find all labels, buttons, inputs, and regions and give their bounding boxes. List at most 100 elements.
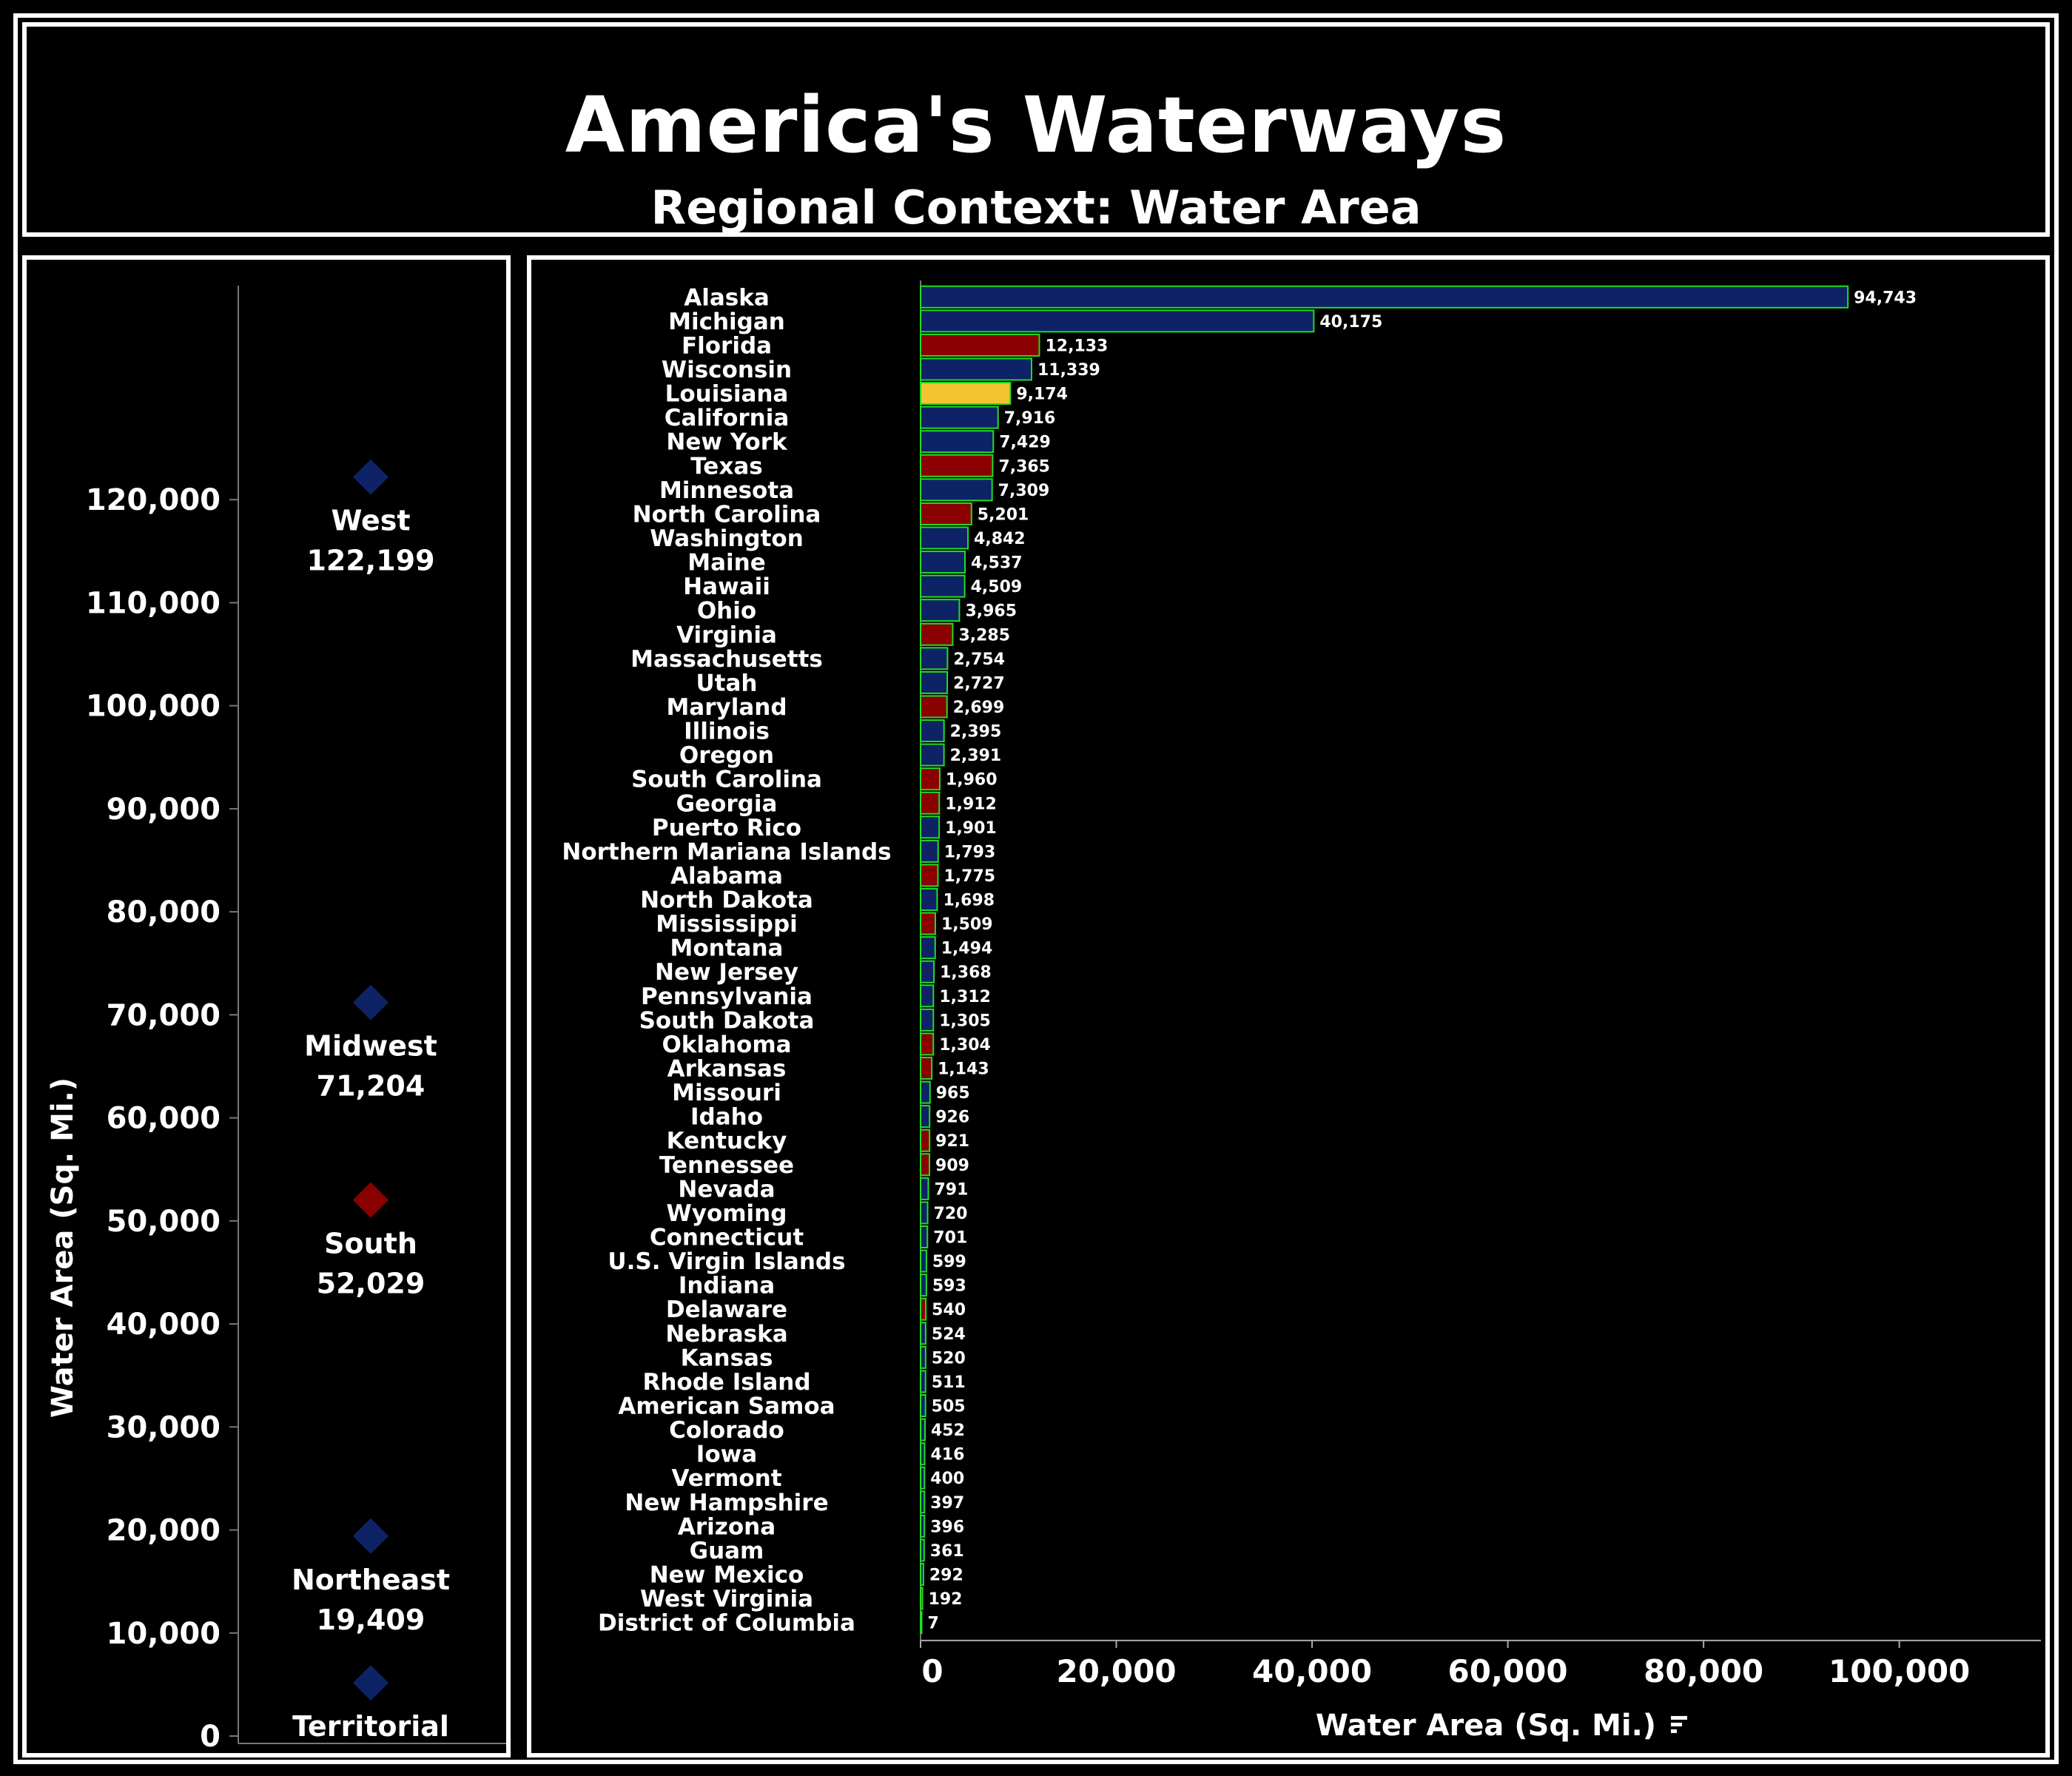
bar-oklahoma xyxy=(920,1032,935,1056)
bar-value-label: 4,537 xyxy=(971,554,1023,573)
region-name-label: South xyxy=(324,1228,417,1260)
x-tick-label: 100,000 xyxy=(1829,1653,1970,1689)
bar-value-label: 3,965 xyxy=(965,602,1017,621)
bar-maine xyxy=(920,551,966,574)
state-label: New Hampshire xyxy=(625,1490,828,1516)
state-label: Massachusetts xyxy=(630,646,823,673)
bar-value-label: 1,143 xyxy=(938,1060,989,1079)
state-label: Washington xyxy=(650,525,804,552)
state-label: Colorado xyxy=(669,1417,784,1444)
bar-value-label: 7,429 xyxy=(999,434,1051,452)
state-label: Louisiana xyxy=(665,381,789,408)
bar-value-label: 3,285 xyxy=(958,626,1010,645)
x-tick-label: 60,000 xyxy=(1448,1653,1568,1689)
bar-value-label: 7,916 xyxy=(1004,409,1056,428)
region-point-west xyxy=(353,459,388,495)
bar-value-label: 11,339 xyxy=(1037,361,1100,380)
state-label: Vermont xyxy=(671,1465,781,1492)
bar-district-of-columbia xyxy=(920,1611,923,1635)
state-label: North Dakota xyxy=(640,887,813,914)
state-bar-panel: Alaska 94,743 Michigan 40,175 Florida 12,133 W… xyxy=(527,255,2050,1758)
bar-louisiana xyxy=(920,382,1012,406)
state-label: Wisconsin xyxy=(662,357,792,383)
bar-texas xyxy=(920,454,994,477)
state-label: Mississippi xyxy=(656,911,798,938)
state-label: North Carolina xyxy=(633,501,821,528)
state-label: Michigan xyxy=(668,309,785,335)
y-tick-label: 40,000 xyxy=(107,1308,221,1342)
bar-value-label: 1,368 xyxy=(940,963,992,982)
regional-summary-panel: 0 10,000 20,000 30,000 40,000 50,000 60,000 70,… xyxy=(22,255,511,1758)
bar-new-hampshire xyxy=(920,1490,926,1514)
bar-west-virginia xyxy=(920,1587,924,1610)
bar-value-label: 1,901 xyxy=(945,819,997,838)
bar-value-label: 1,312 xyxy=(939,988,991,1006)
y-axis-label: Water Area (Sq. Mi.) xyxy=(46,1077,80,1418)
bar-nevada xyxy=(920,1177,929,1200)
sort-icon-bar-mid xyxy=(1671,1722,1682,1726)
bar-rhode-island xyxy=(920,1370,926,1393)
state-label: California xyxy=(665,405,790,431)
state-label: Alabama xyxy=(670,863,783,889)
region-value-label: 122,199 xyxy=(306,545,434,577)
bar-value-label: 7 xyxy=(928,1615,939,1633)
region-point-midwest xyxy=(353,984,388,1020)
state-label: Puerto Rico xyxy=(652,815,801,841)
state-label: Utah xyxy=(696,670,758,696)
region-value-label: 19,409 xyxy=(317,1604,426,1636)
bar-wyoming xyxy=(920,1201,929,1225)
bar-value-label: 40,175 xyxy=(1319,313,1382,332)
y-tick-label: 10,000 xyxy=(107,1617,221,1651)
bar-value-label: 511 xyxy=(932,1373,966,1392)
state-label: District of Columbia xyxy=(598,1610,855,1637)
region-scatter-chart: 0 10,000 20,000 30,000 40,000 50,000 60,000 70,… xyxy=(46,286,506,1753)
state-label: Iowa xyxy=(696,1442,757,1468)
bar-alaska xyxy=(920,285,1849,309)
state-label: Florida xyxy=(682,332,772,359)
bar-value-label: 720 xyxy=(934,1205,968,1223)
state-label: Maryland xyxy=(666,694,787,721)
bar-massachusetts xyxy=(920,647,949,670)
bar-value-label: 520 xyxy=(932,1349,966,1368)
state-label: Pennsylvania xyxy=(641,983,813,1010)
bar-value-label: 2,754 xyxy=(953,650,1005,669)
bar-south-carolina xyxy=(920,767,941,791)
bar-u-s-virgin-islands xyxy=(920,1249,927,1273)
bar-value-label: 1,775 xyxy=(944,867,995,886)
y-tick-label: 0 xyxy=(200,1720,221,1753)
bar-value-label: 292 xyxy=(929,1566,963,1584)
page-title: America's Waterways xyxy=(565,80,1507,170)
state-label: Arkansas xyxy=(667,1056,787,1083)
bar-value-label: 1,912 xyxy=(945,795,997,813)
y-tick-label: 100,000 xyxy=(86,690,221,724)
state-label: Guam xyxy=(690,1538,764,1564)
bar-value-label: 452 xyxy=(931,1422,965,1440)
bar-value-label: 540 xyxy=(932,1301,966,1319)
bar-value-label: 7,365 xyxy=(998,457,1050,476)
y-tick-label: 80,000 xyxy=(107,895,221,929)
state-label: American Samoa xyxy=(618,1393,835,1420)
bar-value-label: 361 xyxy=(930,1542,964,1561)
region-name-label: West xyxy=(331,505,410,537)
bar-puerto-rico xyxy=(920,815,941,839)
bar-georgia xyxy=(920,791,941,815)
bar-value-label: 4,842 xyxy=(974,530,1026,548)
bar-value-label: 192 xyxy=(929,1590,963,1609)
bar-value-label: 1,509 xyxy=(941,915,993,934)
region-name-label: Northeast xyxy=(292,1564,450,1596)
y-tick-label: 60,000 xyxy=(107,1102,221,1136)
bar-value-label: 4,509 xyxy=(971,578,1023,596)
x-tick-label: 0 xyxy=(921,1653,943,1689)
state-label: Ohio xyxy=(697,598,756,625)
bar-north-dakota xyxy=(920,888,938,912)
bar-nebraska xyxy=(920,1322,926,1345)
sort-icon-bar-short xyxy=(1671,1729,1677,1733)
x-tick-label: 40,000 xyxy=(1252,1653,1372,1689)
bar-missouri xyxy=(920,1080,931,1104)
region-value-label: 52,029 xyxy=(317,1268,426,1300)
state-label: Arizona xyxy=(678,1513,776,1540)
bar-kentucky xyxy=(920,1128,931,1152)
bar-value-label: 397 xyxy=(930,1494,964,1513)
bar-hawaii xyxy=(920,574,966,598)
state-label: Northern Mariana Islands xyxy=(562,838,891,865)
